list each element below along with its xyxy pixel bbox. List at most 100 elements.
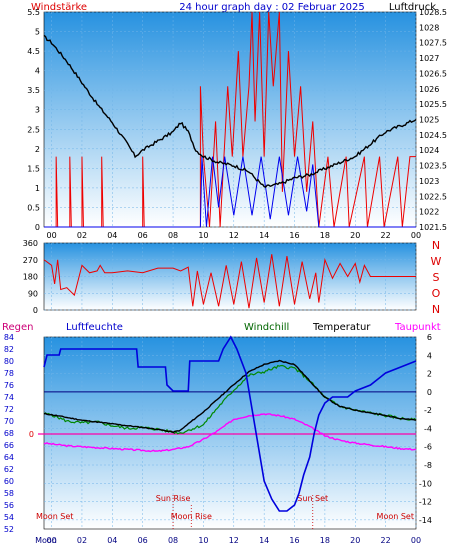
wind-time-tick: 18 — [320, 231, 330, 240]
humidity-tick: 80 — [4, 357, 14, 366]
compass-label: W — [431, 255, 442, 268]
pressure-tick: 1024.5 — [419, 131, 447, 140]
temperature-time-tick: 14 — [259, 536, 269, 545]
pressure-tick: 1024 — [419, 146, 439, 155]
dewpoint-legend: Taupunkt — [394, 322, 441, 333]
pressure-tick: 1026 — [419, 85, 439, 94]
humidity-tick: 70 — [4, 417, 14, 426]
humidity-tick: 76 — [4, 381, 14, 390]
wind-direction-grid — [44, 242, 417, 311]
pressure-tick: 1023 — [419, 177, 439, 186]
temperature-tick: 0 — [427, 388, 432, 397]
pressure-tick: 1027.5 — [419, 39, 447, 48]
temperature-time-tick: 00 — [46, 536, 56, 545]
humidity-tick: 74 — [4, 393, 14, 402]
humidity-tick: 72 — [4, 405, 14, 414]
wind-pressure-panel: 00.511.522.533.544.555.5 1021.510221022.… — [27, 8, 447, 240]
humidity-tick: 64 — [4, 453, 14, 462]
wind-time-tick: 20 — [350, 231, 360, 240]
temperature-time-tick: 06 — [138, 536, 148, 545]
temperature-time-tick: 22 — [381, 536, 391, 545]
pressure-tick: 1022.5 — [419, 192, 447, 201]
wind-time-tick: 12 — [229, 231, 239, 240]
humidity-tick: 54 — [4, 513, 14, 522]
temperature-time-tick: 08 — [168, 536, 178, 545]
astro-marker-label: Moon Set — [377, 512, 414, 521]
humidity-legend: Luftfeuchte — [66, 322, 123, 333]
direction-tick: 270 — [23, 256, 38, 265]
wind-time-tick: 22 — [381, 231, 391, 240]
wind-time-tick: 06 — [138, 231, 148, 240]
wind-speed-tick: 2 — [35, 145, 40, 154]
astro-markers: Moon Set Sun Rise Moon Rise Sun Set Moon Set — [36, 494, 414, 529]
wind-speed-series — [44, 11, 416, 228]
pressure-tick: 1023.5 — [419, 162, 447, 171]
wind-speed-tick: 5.5 — [27, 8, 40, 17]
wind-speed-tick: 3 — [35, 106, 40, 115]
wind-speed-tick: 4 — [35, 67, 40, 76]
temperature-legend: Temperatur — [312, 322, 371, 333]
temperature-axis: 6 4 2 0 -2 -4 -6 -8 -10 -12 -14 — [419, 333, 432, 525]
wind-time-tick: 00 — [46, 231, 56, 240]
wind-direction-line — [43, 254, 416, 309]
temperature-tick: -12 — [419, 498, 432, 507]
wind-time-tick: 10 — [198, 231, 208, 240]
pressure-tick: 1027 — [419, 54, 439, 63]
humidity-axis: 84 82 80 78 76 74 72 70 68 66 64 62 60 58 56 54 52 — [4, 333, 14, 534]
humidity-tick: 66 — [4, 441, 14, 450]
wind-speed-axis: 0 0.5 1 1.5 2 2.5 3 3.5 4 4.5 5 5.5 — [27, 8, 40, 232]
pressure-line — [43, 34, 417, 188]
astro-marker-label: Moon Set — [36, 512, 73, 521]
wind-speed-tick: 0 — [35, 223, 40, 232]
temperature-time-tick: 12 — [229, 536, 239, 545]
wind-axis-title: Windstärke — [31, 2, 87, 13]
pressure-axis-title: Luftdruck — [389, 2, 436, 13]
wind-time-tick: 16 — [289, 231, 299, 240]
humidity-tick: 62 — [4, 465, 14, 474]
temperature-time-tick: 00 — [411, 536, 421, 545]
wind-gust-series — [44, 156, 416, 228]
temperature-tick: -8 — [424, 461, 432, 470]
wind-time-tick: 02 — [77, 231, 87, 240]
compass-label: O — [432, 287, 441, 300]
humidity-tick: 82 — [4, 345, 14, 354]
astro-marker-label: Sun Set — [297, 494, 328, 503]
rain-axis-value: 0 — [29, 430, 34, 439]
temperature-time-tick: 20 — [350, 536, 360, 545]
wind-time-tick: 08 — [168, 231, 178, 240]
pressure-tick: 1028.5 — [419, 8, 447, 17]
humidity-tick: 58 — [4, 489, 14, 498]
direction-axis: 0 90 180 270 360 — [23, 239, 38, 315]
temperature-grid — [38, 336, 417, 529]
temperature-time-tick: 04 — [107, 536, 117, 545]
temperature-tick: 4 — [427, 351, 432, 360]
compass-label: N — [432, 303, 440, 316]
humidity-tick: 84 — [4, 333, 14, 342]
rain-legend: Regen — [2, 322, 34, 333]
pressure-series — [43, 34, 417, 188]
temperature-time-tick: 10 — [198, 536, 208, 545]
temperature-tick: -14 — [419, 516, 432, 525]
direction-tick: 90 — [28, 289, 38, 298]
astro-marker-label: Moon Rise — [171, 512, 212, 521]
wind-speed-tick: 2.5 — [27, 125, 40, 134]
humidity-tick: 68 — [4, 429, 14, 438]
wind-time-tick: 00 — [411, 231, 421, 240]
wind-time-tick: 14 — [259, 231, 269, 240]
temperature-tick: 6 — [427, 333, 432, 342]
pressure-tick: 1025.5 — [419, 100, 447, 109]
temperature-time-tick: Moon — [35, 536, 57, 545]
wind-gust-line — [44, 156, 416, 228]
wind-time-axis: 00 02 04 06 08 10 12 14 16 18 20 22 00 — [46, 231, 421, 240]
pressure-axis: 1021.5 1022 1022.5 1023 1023.5 1024 1024.5 1025… — [419, 8, 447, 232]
humidity-tick: 60 — [4, 477, 14, 486]
direction-tick: 0 — [33, 306, 38, 315]
direction-tick: 180 — [23, 273, 38, 282]
wind-direction-series — [43, 254, 416, 309]
pressure-tick: 1026.5 — [419, 69, 447, 78]
compass-label: N — [432, 239, 440, 252]
temperature-tick: -10 — [419, 479, 432, 488]
direction-tick: 360 — [23, 239, 38, 248]
